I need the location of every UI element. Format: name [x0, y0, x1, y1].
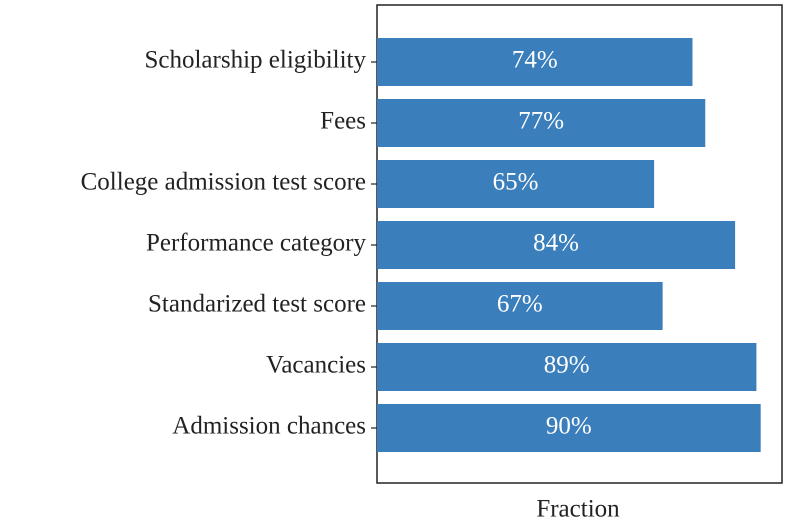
bar [377, 343, 757, 391]
bar [377, 221, 736, 269]
y-tick-label: Vacancies [266, 352, 366, 379]
y-tick-label: Scholarship eligibility [144, 47, 366, 74]
x-axis-label: Fraction [536, 496, 620, 523]
value-label: 89% [544, 352, 590, 379]
y-tick-label: College admission test score [81, 169, 366, 196]
value-label: 90% [546, 413, 592, 440]
value-label: 65% [493, 169, 539, 196]
value-label: 77% [518, 108, 564, 135]
y-tick-label: Performance category [146, 230, 367, 257]
value-label: 67% [497, 291, 543, 318]
bar [377, 160, 655, 208]
bar [377, 404, 761, 452]
value-label: 84% [533, 230, 579, 257]
y-tick-label: Standarized test score [148, 291, 366, 318]
bar [377, 99, 706, 147]
value-label: 74% [512, 47, 558, 74]
bar [377, 38, 693, 86]
y-tick-label: Fees [320, 108, 366, 135]
y-tick-label: Admission chances [172, 413, 366, 440]
bar [377, 282, 663, 330]
